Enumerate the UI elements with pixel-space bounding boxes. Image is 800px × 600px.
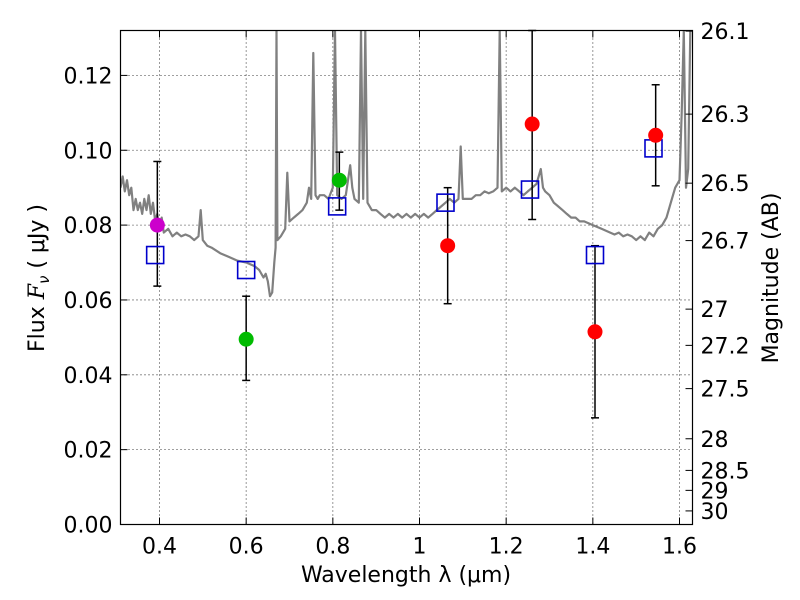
- x-tick-label: 1.4: [575, 535, 610, 560]
- observed-points: [149, 116, 664, 347]
- y-tick-label: 0.10: [64, 139, 113, 164]
- y-axis-label-unit: ( μJy ): [25, 204, 50, 276]
- y2-tick-label: 28.5: [701, 459, 750, 484]
- y2-tick-label: 29: [701, 479, 729, 504]
- observed-point: [331, 172, 347, 188]
- grid-lines: [120, 30, 693, 525]
- x-tick-label: 1: [413, 535, 427, 560]
- model-band-square: [585, 245, 605, 265]
- x-tick-label: 1.6: [662, 535, 697, 560]
- model-sed-path: [120, 30, 693, 298]
- x-tick-label: 0.6: [229, 535, 264, 560]
- x-tick-label: 0.8: [315, 535, 350, 560]
- y-tick-label: 0.00: [64, 514, 113, 539]
- y-tick-label: 0.02: [64, 439, 113, 464]
- y2-tick-label: 27.2: [701, 334, 750, 359]
- x-tick-labels: 0.4 0.6 0.8 1 1.2 1.4 1.6: [142, 535, 697, 560]
- y-tick-labels: 0.00 0.02 0.04 0.06 0.08 0.10 0.12: [64, 64, 113, 538]
- y2-tick-label: 30: [701, 500, 729, 525]
- plot-frame: [119, 29, 694, 526]
- y2-tick-label: 28: [701, 428, 729, 453]
- axis-ticks: [120, 30, 693, 525]
- y2-tick-label: 27.5: [701, 378, 750, 403]
- model-sed-line: [120, 30, 693, 298]
- y-axis-label-prefix: Flux: [25, 299, 50, 352]
- model-band-square: [327, 197, 347, 216]
- y-axis-label-subscript: ν: [35, 276, 53, 284]
- y2-tick-label: 26.5: [701, 172, 750, 197]
- y-tick-label: 0.08: [64, 214, 113, 239]
- model-band-squares: [145, 139, 663, 280]
- model-band-square: [145, 245, 165, 265]
- x-tick-label: 0.4: [142, 535, 177, 560]
- y-tick-label: 0.06: [64, 289, 113, 314]
- y-axis-label-symbol: F: [25, 283, 50, 300]
- observed-point: [440, 238, 456, 254]
- error-bars: [153, 29, 660, 419]
- y-tick-label: 0.12: [64, 64, 113, 89]
- observed-point: [587, 324, 603, 340]
- observed-point: [648, 127, 664, 143]
- x-axis-label: Wavelength λ (μm): [301, 563, 511, 588]
- observed-point: [238, 331, 254, 347]
- model-band-square: [520, 180, 540, 199]
- y-tick-label: 0.04: [64, 364, 113, 389]
- y2-tick-label: 26.7: [701, 230, 750, 255]
- model-band-square: [236, 260, 256, 280]
- observed-point: [524, 116, 540, 132]
- x-tick-label: 1.2: [489, 535, 524, 560]
- model-band-square: [436, 193, 455, 212]
- y2-tick-label: 26.1: [701, 20, 750, 45]
- y2-tick-label: 26.3: [701, 103, 750, 128]
- y-axis-label: Flux Fν ( μJy ): [25, 204, 53, 352]
- observed-point: [149, 217, 165, 233]
- y2-tick-label: 27: [701, 298, 729, 323]
- y2-axis-label: Magnitude (AB): [759, 193, 784, 364]
